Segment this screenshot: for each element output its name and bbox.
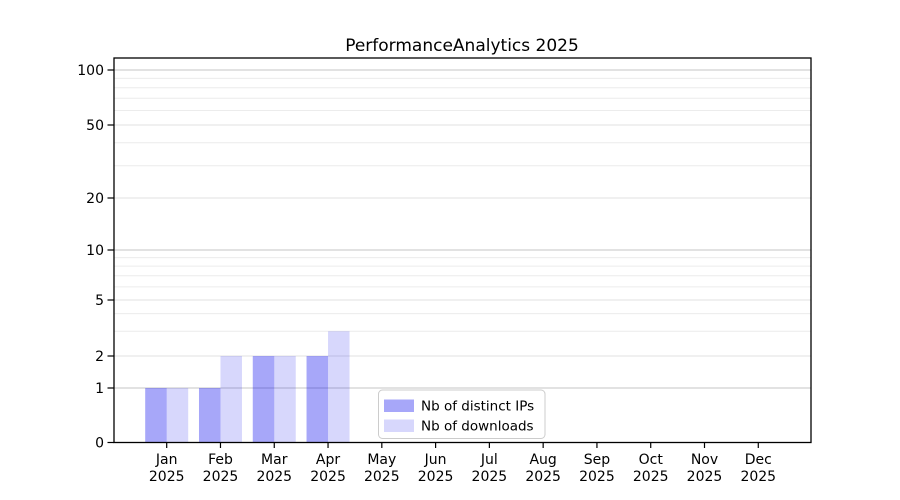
bars-layer xyxy=(145,331,350,443)
x-tick-label-month: Feb xyxy=(208,452,233,468)
x-tick-label-year: 2025 xyxy=(525,469,561,485)
y-tick-label: 100 xyxy=(77,63,104,79)
x-tick-label-month: Jan xyxy=(155,452,178,468)
y-tick-label: 0 xyxy=(95,435,104,451)
bar-mar-downloads xyxy=(274,356,296,443)
legend-swatch-downloads xyxy=(384,419,414,432)
y-tick-label: 10 xyxy=(86,243,104,259)
chart-title: PerformanceAnalytics 2025 xyxy=(345,36,579,56)
x-tick-label-month: Oct xyxy=(639,452,664,468)
bar-mar-distinct-ips xyxy=(252,356,275,443)
y-tick-label: 1 xyxy=(95,381,104,397)
x-tick-label-year: 2025 xyxy=(203,469,239,485)
x-tick-label-year: 2025 xyxy=(579,469,615,485)
legend-box xyxy=(378,389,546,439)
gridlines-layer xyxy=(114,69,811,389)
bar-apr-distinct-ips xyxy=(306,356,329,443)
bar-apr-downloads xyxy=(328,331,350,443)
x-tick-label-year: 2025 xyxy=(149,469,185,485)
x-tick-label-month: Nov xyxy=(691,452,718,468)
bar-feb-downloads xyxy=(220,356,242,443)
x-tick-label-year: 2025 xyxy=(364,469,400,485)
bar-jan-distinct-ips xyxy=(145,388,167,443)
ticks-layer xyxy=(107,69,759,448)
x-tick-label-month: Aug xyxy=(529,452,556,468)
y-tick-label: 20 xyxy=(86,191,104,207)
x-tick-label-month: Dec xyxy=(745,452,772,468)
x-tick-label-month: Jul xyxy=(480,452,498,468)
x-tick-label-year: 2025 xyxy=(310,469,346,485)
x-tick-label-year: 2025 xyxy=(633,469,669,485)
y-tick-label: 50 xyxy=(86,118,104,134)
legend: Nb of distinct IPs Nb of downloads xyxy=(378,389,546,439)
x-tick-label-month: Apr xyxy=(316,452,340,468)
legend-label-downloads: Nb of downloads xyxy=(421,419,534,435)
x-tick-labels-layer: Jan2025Feb2025Mar2025Apr2025May2025Jun20… xyxy=(149,452,776,485)
y-tick-label: 5 xyxy=(95,293,104,309)
x-tick-label-year: 2025 xyxy=(256,469,292,485)
y-tick-label: 2 xyxy=(95,349,104,365)
bar-jan-downloads xyxy=(166,388,189,443)
x-tick-label-year: 2025 xyxy=(472,469,508,485)
x-tick-label-year: 2025 xyxy=(740,469,776,485)
x-tick-label-month: Sep xyxy=(584,452,611,468)
x-tick-label-month: Jun xyxy=(424,452,447,468)
legend-label-distinct-ips: Nb of distinct IPs xyxy=(421,399,534,415)
legend-swatch-distinct-ips xyxy=(384,399,414,412)
x-tick-label-month: Mar xyxy=(261,452,288,468)
y-tick-labels-layer: 0 1 2 5 10 20 50 100 xyxy=(77,63,104,451)
x-tick-label-year: 2025 xyxy=(687,469,723,485)
x-tick-label-month: May xyxy=(367,452,396,468)
bar-feb-distinct-ips xyxy=(198,388,221,443)
x-tick-label-year: 2025 xyxy=(418,469,454,485)
